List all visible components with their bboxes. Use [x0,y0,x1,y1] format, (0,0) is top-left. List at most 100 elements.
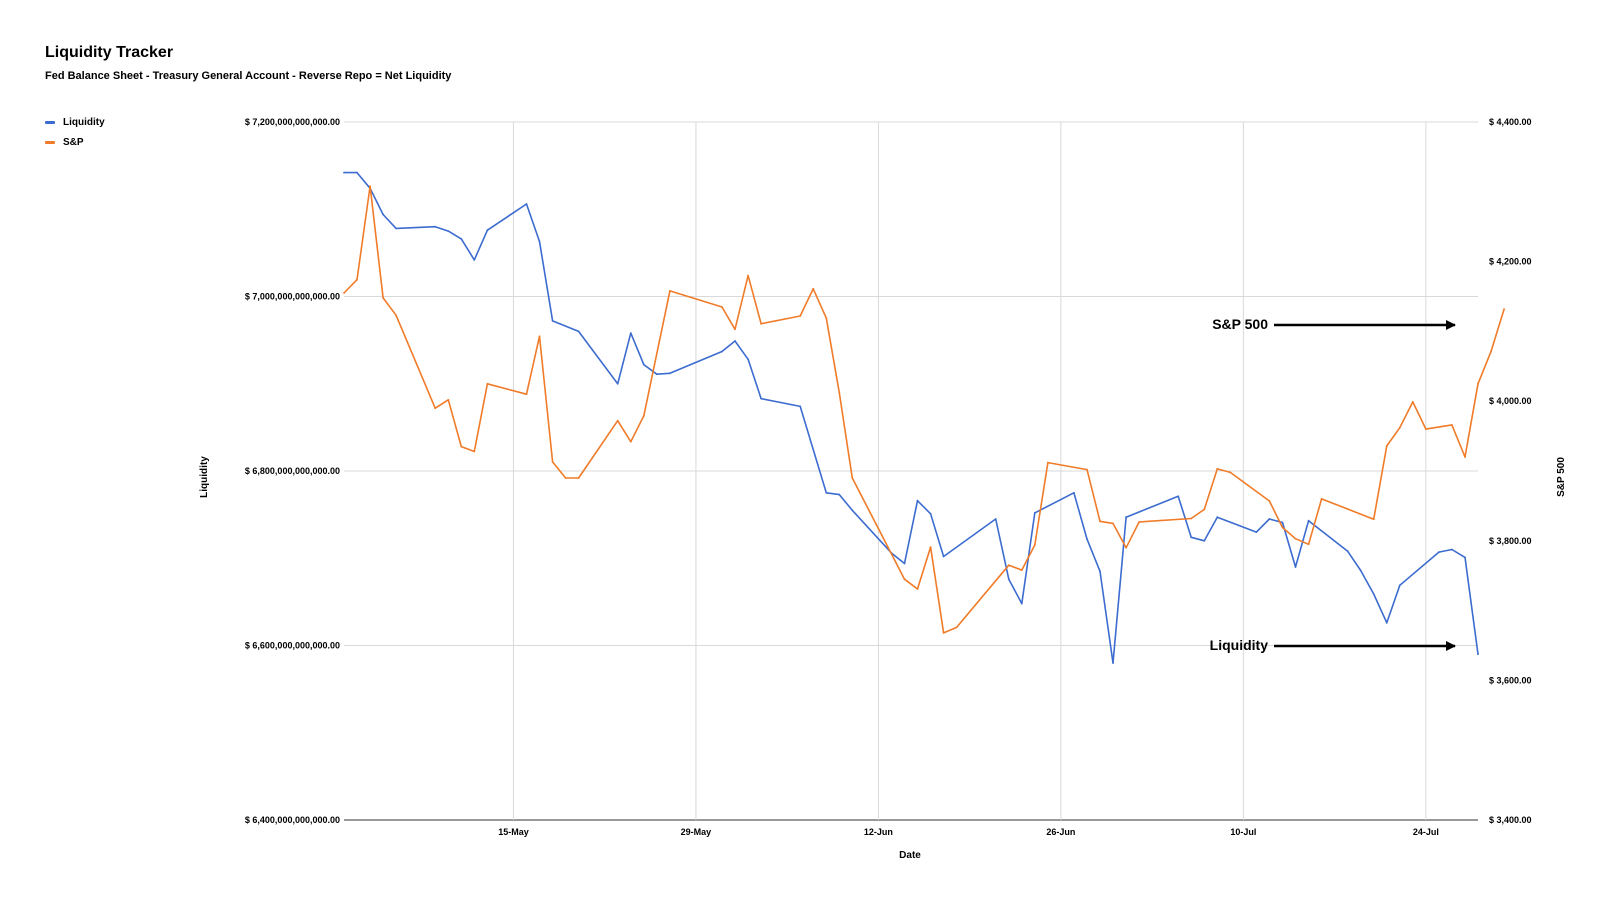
data-point [1177,495,1180,498]
data-point [1372,518,1375,521]
data-point [1281,526,1284,529]
data-point [577,330,580,333]
data-point [551,461,554,463]
legend-item-sp[interactable]: S&P [45,132,105,152]
y-axis-title-left: Liquidity [199,456,210,498]
data-point [1268,518,1271,520]
data-point [1385,621,1388,624]
y-tick-label-right: $ 3,400.00 [1489,815,1532,825]
series-liquidity [343,171,1479,664]
data-point [460,238,463,240]
y-tick-label-left: $ 6,800,000,000,000.00 [245,466,340,476]
y-tick-label-right: $ 4,400.00 [1489,117,1532,127]
legend-item-liquidity[interactable]: Liquidity [45,112,105,132]
grid-lines [344,121,1478,821]
data-point [1268,500,1271,502]
data-point [473,450,476,453]
annotation-sp500-label: S&P 500 [1212,316,1268,332]
data-point [1216,468,1219,470]
data-point [916,588,919,590]
data-point [486,229,489,232]
y-tick-label-left: $ 7,000,000,000,000.00 [245,292,340,302]
y-tick-label-right: $ 4,200.00 [1489,257,1532,267]
data-point [395,227,397,230]
data-point [760,322,762,325]
y-tick-label-right: $ 4,000.00 [1489,396,1532,406]
data-point [825,491,828,494]
x-tick-label: 29-May [681,827,712,837]
series-lines [343,171,1505,664]
data-point [929,512,932,515]
data-point [1320,498,1323,500]
data-point [669,290,671,292]
data-point [1047,461,1049,464]
data-point [1398,426,1401,429]
data-point [1307,543,1310,546]
data-point [669,372,671,375]
data-point [1307,519,1310,522]
data-point [734,340,736,342]
data-point [538,240,541,243]
data-point [994,518,997,520]
data-point [903,562,906,565]
legend-label-liquidity: Liquidity [63,116,105,128]
data-point [1190,536,1193,539]
data-point [747,274,749,277]
data-point [916,499,919,502]
data-point [1007,578,1010,581]
data-point [1490,350,1492,353]
x-tick-label: 26-Jun [1046,827,1075,837]
legend-swatch-sp [45,140,55,144]
data-point [942,555,945,558]
data-point [942,632,945,634]
data-point [1294,566,1297,568]
data-point [577,477,580,479]
data-point [1020,569,1023,571]
annotation-sp500: S&P 500 [1212,316,1456,332]
data-point [760,397,762,400]
data-point [538,335,541,338]
x-tick-label: 15-May [498,827,529,837]
data-point [1346,550,1349,553]
data-point [1125,546,1127,549]
data-point [1425,428,1427,430]
data-point [1138,521,1140,523]
data-point [369,185,371,188]
data-point [1503,308,1505,310]
data-point [1033,512,1036,514]
y-tick-label-right: $ 3,800.00 [1489,536,1532,546]
data-point [1398,584,1401,587]
chart-subtitle: Fed Balance Sheet - Treasury General Acc… [45,70,452,82]
x-tick-label: 24-Jul [1413,827,1439,837]
data-point [1099,570,1101,573]
chart-title: Liquidity Tracker [45,44,174,61]
data-point [525,393,528,396]
data-point [929,546,932,548]
data-point [1255,531,1258,533]
data-point [851,477,854,479]
data-point [1086,468,1088,471]
data-point [1294,537,1297,540]
axes: $ 6,400,000,000,000.00 $ 6,600,000,000,00… [245,117,1532,837]
data-point [1464,556,1466,559]
data-point [1372,593,1375,595]
data-point [356,171,358,174]
x-tick-label: 10-Jul [1230,827,1256,837]
data-point [1216,516,1219,519]
data-point [1385,445,1388,447]
data-point [903,578,906,581]
data-point [434,225,437,228]
annotation-liquidity-label: Liquidity [1210,637,1269,653]
data-point [1451,548,1453,551]
legend-swatch-liquidity [45,120,55,124]
data-point [1020,602,1023,605]
data-point [642,415,645,417]
data-point [1112,522,1114,525]
data-point [655,373,658,376]
data-point [642,363,645,366]
data-point [734,328,736,331]
y-tick-label-left: $ 6,400,000,000,000.00 [245,815,340,825]
data-point [486,382,489,385]
data-point [838,391,841,394]
